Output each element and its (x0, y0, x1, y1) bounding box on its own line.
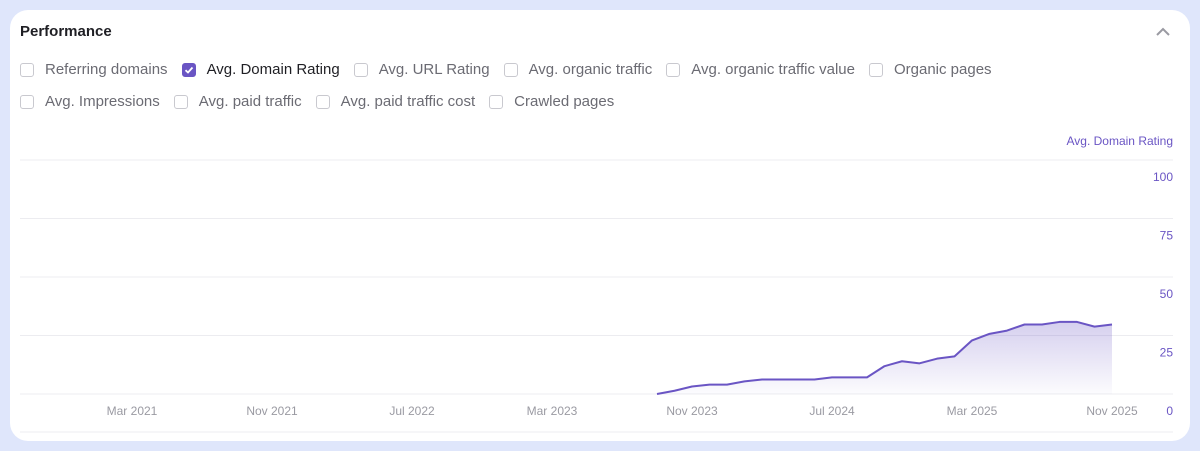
metric-label: Avg. Impressions (45, 93, 160, 110)
x-tick-label: Jul 2024 (809, 404, 855, 418)
metric-toggles-row-1: Referring domains Avg. Domain Rating Avg. … (20, 61, 1006, 78)
metric-label: Avg. organic traffic value (691, 61, 855, 78)
metric-label: Avg. paid traffic cost (340, 93, 476, 110)
performance-card: Performance Referring domains Avg. Domain… (10, 10, 1190, 441)
checkbox-icon[interactable] (353, 62, 368, 77)
checked-checkbox-icon[interactable] (181, 62, 196, 77)
metric-checkbox-avg-paid-traffic-cost[interactable]: Avg. paid traffic cost (315, 93, 476, 110)
checkbox-icon[interactable] (666, 62, 681, 77)
x-tick-label: Jul 2022 (389, 404, 435, 418)
checkbox-icon[interactable] (315, 94, 330, 109)
y-tick-label: 100 (1153, 170, 1173, 184)
x-tick-label: Nov 2023 (666, 404, 718, 418)
checkbox-icon[interactable] (868, 62, 883, 77)
metric-checkbox-crawled-pages[interactable]: Crawled pages (489, 93, 614, 110)
metric-checkbox-avg-url-rating[interactable]: Avg. URL Rating (353, 61, 490, 78)
x-tick-label: Mar 2023 (527, 404, 578, 418)
chevron-up-icon[interactable] (1153, 24, 1173, 40)
series-area (657, 321, 1112, 394)
metric-checkbox-avg-organic-traffic-value[interactable]: Avg. organic traffic value (666, 61, 855, 78)
y-tick-label: 75 (1160, 229, 1174, 243)
y-tick-label: 0 (1166, 404, 1173, 418)
section-title: Performance (20, 23, 112, 40)
y-tick-label: 50 (1160, 287, 1174, 301)
checkbox-icon[interactable] (173, 94, 188, 109)
metric-checkbox-avg-organic-traffic[interactable]: Avg. organic traffic (503, 61, 653, 78)
metric-checkbox-avg-impressions[interactable]: Avg. Impressions (20, 93, 160, 110)
metric-checkbox-organic-pages[interactable]: Organic pages (868, 61, 992, 78)
metric-label: Avg. Domain Rating (206, 61, 340, 78)
metric-checkbox-avg-paid-traffic[interactable]: Avg. paid traffic (173, 93, 302, 110)
y-axis-title: Avg. Domain Rating (1066, 134, 1174, 148)
metric-checkbox-referring-domains[interactable]: Referring domains (20, 61, 168, 78)
checkbox-icon[interactable] (489, 94, 504, 109)
metric-label: Avg. URL Rating (378, 61, 490, 78)
metric-label: Referring domains (45, 61, 168, 78)
x-tick-label: Mar 2025 (947, 404, 998, 418)
metric-toggles-row-2: Avg. Impressions Avg. paid traffic Avg. pa… (20, 93, 628, 110)
checkbox-icon[interactable] (20, 94, 34, 109)
x-tick-label: Nov 2025 (1086, 404, 1138, 418)
metric-checkbox-avg-domain-rating[interactable]: Avg. Domain Rating (181, 61, 340, 78)
metric-label: Organic pages (893, 61, 992, 78)
metric-label: Crawled pages (514, 93, 615, 110)
checkbox-icon[interactable] (503, 62, 518, 77)
x-tick-label: Nov 2021 (246, 404, 298, 418)
y-tick-label: 25 (1160, 346, 1174, 360)
metric-label: Avg. organic traffic (528, 61, 653, 78)
metric-label: Avg. paid traffic (198, 93, 302, 110)
x-tick-label: Mar 2021 (107, 404, 158, 418)
checkbox-icon[interactable] (20, 62, 34, 77)
